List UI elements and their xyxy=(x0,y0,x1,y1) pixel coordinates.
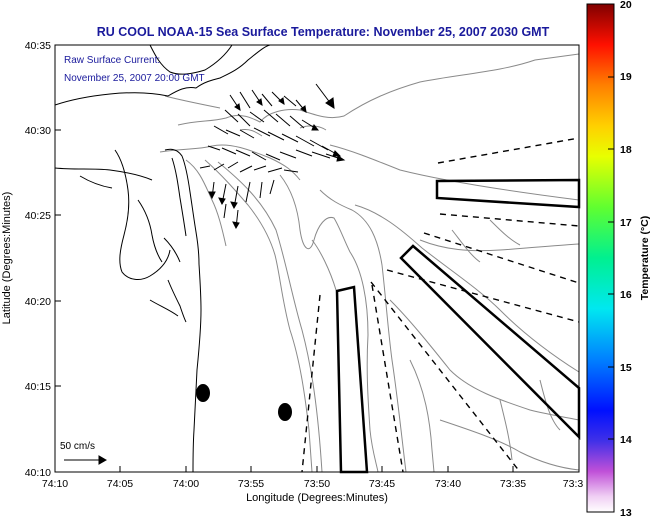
colorbar-tick-label: 15 xyxy=(620,362,632,374)
current-scale-label: 50 cm/s xyxy=(60,441,95,452)
y-tick-label: 40:35 xyxy=(25,40,51,52)
current-legend-date: November 25, 2007 20:00 GMT xyxy=(64,73,205,84)
axis-tick-marks xyxy=(54,44,580,473)
temperature-colorbar xyxy=(586,3,615,513)
colorbar-tick-label: 16 xyxy=(620,289,632,301)
colorbar-tick-label: 13 xyxy=(620,507,632,518)
colorbar-tick-label: 17 xyxy=(620,217,632,229)
map-plot-area xyxy=(55,45,579,472)
colorbar-tick-labels: 20 19 18 17 16 15 14 13 xyxy=(620,0,632,518)
bathymetry-contours xyxy=(159,53,580,473)
radar-site-marker xyxy=(278,403,292,421)
colorbar-label: Temperature (°C) xyxy=(639,216,651,301)
x-axis-label: Longitude (Degrees:Minutes) xyxy=(246,492,388,504)
y-tick-label: 40:15 xyxy=(25,381,51,393)
x-tick-label: 74:00 xyxy=(173,478,199,490)
colorbar-tick-label: 14 xyxy=(620,434,632,446)
x-tick-label: 73:3 xyxy=(563,478,584,490)
x-tick-label: 73:50 xyxy=(304,478,330,490)
y-tick-label: 40:30 xyxy=(25,125,51,137)
x-tick-label: 74:05 xyxy=(107,478,133,490)
x-tick-label: 73:55 xyxy=(238,478,264,490)
colorbar-tick-marks xyxy=(608,76,614,440)
y-tick-label: 40:25 xyxy=(25,210,51,222)
x-tick-label: 73:40 xyxy=(435,478,461,490)
y-tick-labels: 40:35 40:30 40:25 40:20 40:15 40:10 xyxy=(25,40,51,479)
surface-current-vectors xyxy=(64,83,346,465)
current-legend-label: Raw Surface Current: xyxy=(64,55,160,66)
colorbar-tick-label: 18 xyxy=(620,144,632,156)
y-axis-label: Latitude (Degrees:Minutes) xyxy=(1,192,13,325)
y-tick-label: 40:10 xyxy=(25,467,51,479)
x-tick-labels: 74:10 74:05 74:00 73:55 73:50 73:45 73:4… xyxy=(42,478,584,490)
colorbar-tick-label: 20 xyxy=(620,0,632,11)
map-title: RU COOL NOAA-15 Sea Surface Temperature:… xyxy=(97,25,550,39)
x-tick-label: 73:35 xyxy=(500,478,526,490)
x-tick-label: 73:45 xyxy=(369,478,395,490)
x-tick-label: 74:10 xyxy=(42,478,68,490)
radar-site-marker xyxy=(196,384,210,402)
colorbar-tick-label: 19 xyxy=(620,71,632,83)
coastline xyxy=(54,44,271,473)
y-tick-label: 40:20 xyxy=(25,296,51,308)
